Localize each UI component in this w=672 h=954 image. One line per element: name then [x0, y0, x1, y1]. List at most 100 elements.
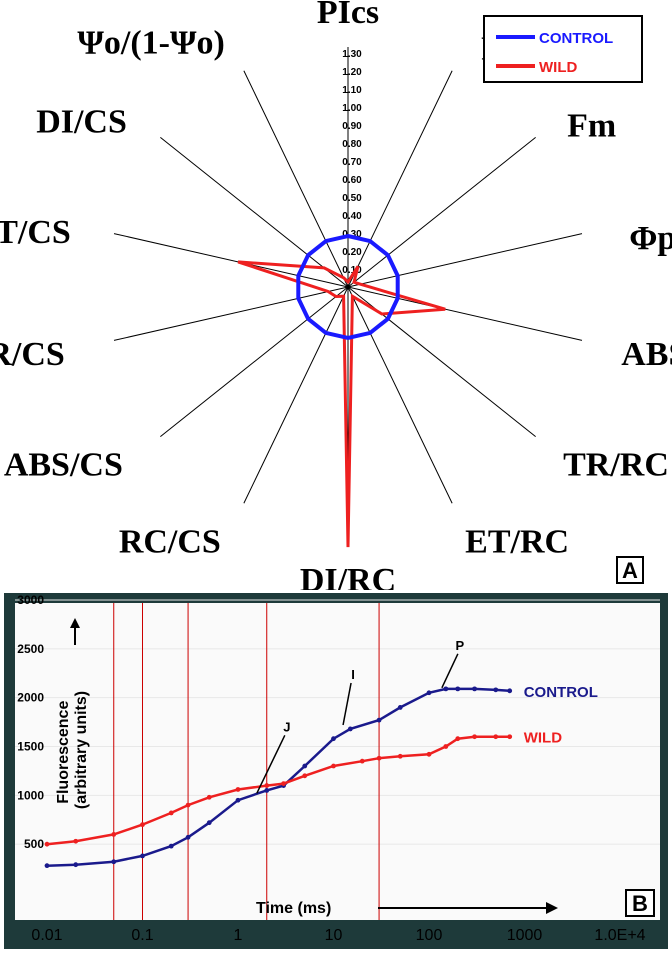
axis-label-rc-cs: RC/CS — [119, 523, 221, 560]
control-point — [376, 717, 382, 723]
y-tick-2000: 2000 — [17, 691, 44, 705]
spoke-o-1-o — [243, 70, 349, 288]
control-point — [140, 853, 145, 859]
wild-point — [359, 758, 365, 764]
axis-label-o-1-o: Ψo/(1-Ψo) — [77, 25, 224, 62]
axis-label-pics: PIcs — [317, 0, 379, 31]
x-tick-1-0e-4: 1.0E+4 — [594, 927, 645, 944]
radial-tick-0-20: 0.20 — [342, 247, 362, 258]
control-point — [426, 690, 432, 696]
y-tick-1500: 1500 — [17, 740, 44, 754]
wild-point — [44, 841, 50, 847]
legend: CONTROL WILD — [483, 15, 643, 83]
control-point — [44, 863, 50, 869]
spoke-rc-cs — [243, 286, 349, 504]
axis-label-po: Φpo — [629, 220, 672, 257]
y-tick-3000: 3000 — [17, 593, 44, 607]
ojip-y-ticks: 500 1000 1500 2000 2500 3000 — [17, 593, 44, 851]
axis-label-di-rc: DI/RC — [300, 562, 396, 590]
legend-control-label: CONTROL — [539, 30, 613, 47]
ojip-gridlines — [15, 599, 660, 920]
wild-point — [376, 755, 382, 761]
y-tick-1000: 1000 — [17, 788, 44, 802]
wild-series-label: WILD — [524, 730, 562, 747]
radial-tick-1-20: 1.20 — [342, 67, 362, 78]
wild-point — [455, 736, 461, 742]
control-point — [302, 763, 308, 769]
radial-tick-0-60: 0.60 — [342, 175, 362, 186]
ojip-chart: CONTROL WILD 500 1000 1500 2000 2500 3000 0.01… — [4, 593, 668, 949]
spoke-tr-cs — [113, 286, 349, 341]
spoke-abs-cs — [160, 286, 349, 438]
wild-point — [507, 734, 513, 740]
control-point — [455, 686, 461, 692]
wild-point — [302, 773, 308, 779]
wild-point — [111, 832, 117, 837]
x-tick-0-1: 0.1 — [131, 927, 153, 944]
radial-tick-1-00: 1.00 — [342, 103, 362, 114]
annotation-p-pointer — [441, 653, 459, 689]
radial-tick-0-40: 0.40 — [342, 211, 362, 222]
control-point — [472, 686, 477, 692]
control-point — [111, 859, 117, 865]
annotation-p: P — [456, 638, 465, 653]
wild-point — [472, 734, 477, 740]
wild-point — [235, 787, 241, 792]
control-point — [507, 688, 513, 694]
y-axis-arrowhead — [70, 618, 80, 628]
panel-b-letter: B — [625, 889, 655, 917]
control-point — [443, 686, 449, 692]
radar-spokes — [113, 47, 583, 527]
axis-label-et-cs: ET/CS — [0, 214, 71, 251]
y-tick-2500: 2500 — [17, 642, 44, 656]
x-tick-100: 100 — [416, 927, 443, 944]
radial-tick-0-80: 0.80 — [342, 139, 362, 150]
spoke-et-cs — [113, 233, 349, 288]
annotation-i: I — [351, 667, 355, 682]
axis-label-tr-rc: TR/RC — [563, 446, 669, 483]
panel-label-b: B — [632, 891, 648, 916]
x-tick-1: 1 — [234, 927, 243, 944]
control-point — [168, 843, 174, 849]
x-tick-1000: 1000 — [507, 927, 543, 944]
wild-point — [397, 753, 403, 759]
control-point — [347, 726, 353, 732]
axis-label-et-rc: ET/RC — [465, 523, 569, 560]
control-point — [397, 705, 403, 710]
radial-tick-0-70: 0.70 — [342, 157, 362, 168]
axis-label-abs-cs: ABS/CS — [4, 446, 123, 483]
panel-label-a: A — [622, 558, 638, 583]
radial-tick-1-10: 1.10 — [342, 85, 362, 96]
wild-point — [426, 751, 432, 757]
radial-tick-0-90: 0.90 — [342, 121, 362, 132]
radial-tick-0-10: 0.10 — [342, 265, 362, 276]
control-point — [73, 862, 79, 868]
ojip-x-ticks: 0.01 0.1 1 10 100 1000 1.0E+4 — [31, 927, 645, 944]
y-tick-500: 500 — [24, 837, 44, 851]
wild-point — [331, 763, 336, 769]
radial-tick-0-50: 0.50 — [342, 193, 362, 204]
annotation-j: J — [283, 719, 290, 734]
radial-tick-1-30: 1.30 — [342, 49, 362, 60]
control-series-label: CONTROL — [524, 684, 598, 701]
x-tick-10: 10 — [325, 927, 343, 944]
y-axis-title: Fluorescence (arbitrary units) — [55, 691, 90, 809]
y-axis-title-line1: Fluorescence — [55, 701, 72, 804]
control-series-polygon — [296, 233, 400, 341]
control-point — [331, 736, 336, 742]
control-point — [185, 834, 191, 840]
axis-label-fm: Fm — [567, 108, 616, 145]
spoke-et-rc — [347, 286, 453, 504]
spoke-fo — [347, 70, 453, 288]
wild-series-polygon — [237, 260, 446, 548]
axis-label-abs-rc: ABS/RC — [621, 336, 672, 373]
spoke-fm — [347, 136, 536, 288]
wild-point — [140, 822, 145, 828]
spoke-po — [347, 233, 583, 288]
control-point — [264, 788, 270, 793]
annotation-j-pointer — [256, 735, 286, 794]
wild-point — [493, 734, 499, 740]
panel-a-letter: A — [616, 556, 644, 584]
wild-point — [206, 794, 212, 800]
legend-wild-label: WILD — [539, 59, 577, 76]
